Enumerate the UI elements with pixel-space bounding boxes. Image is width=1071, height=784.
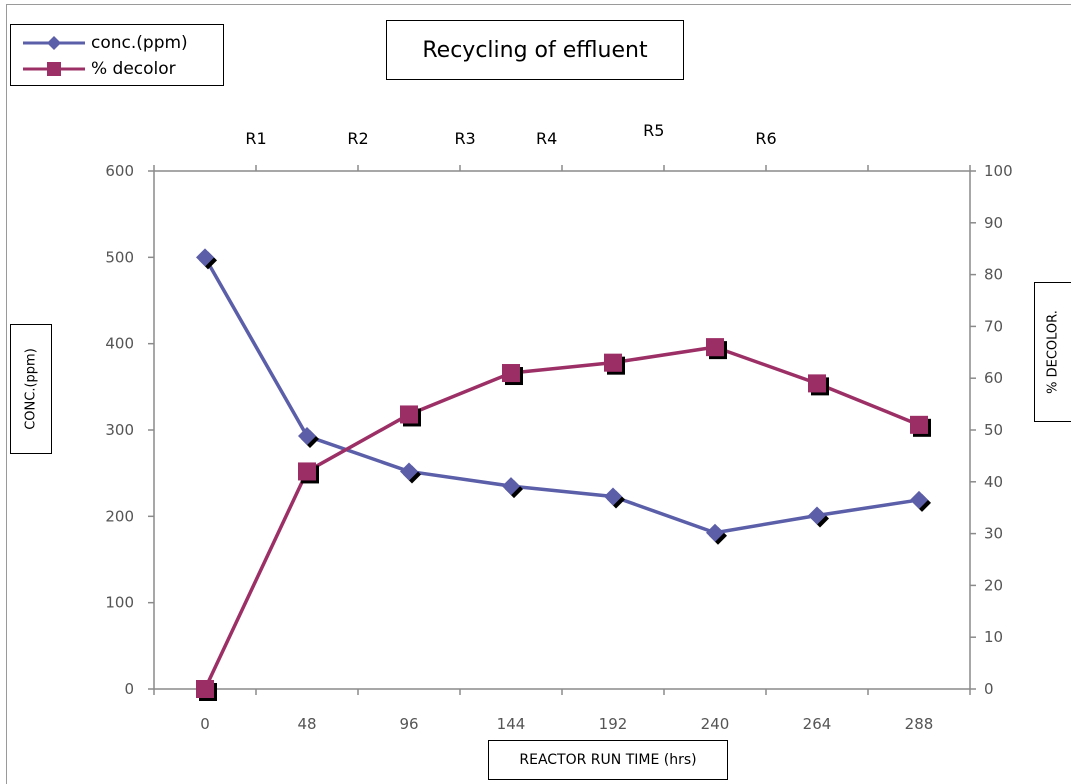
data-point-decolor bbox=[808, 374, 826, 393]
legend-diamond-marker-icon bbox=[23, 36, 85, 50]
x-tick-label: 0 bbox=[200, 715, 210, 733]
y-right-tick-label: 40 bbox=[984, 473, 1003, 491]
legend-square-marker-icon bbox=[23, 62, 85, 76]
run-label: R1 bbox=[245, 129, 266, 148]
y-axis-right-label-box: % DECOLOR. bbox=[1034, 282, 1071, 422]
data-point-conc bbox=[808, 506, 826, 525]
data-point-decolor bbox=[604, 353, 622, 372]
data-point-conc bbox=[604, 487, 622, 506]
y-right-tick-label: 0 bbox=[984, 680, 994, 698]
y-right-tick-label: 30 bbox=[984, 525, 1003, 543]
chart-title-box: Recycling of effluent bbox=[386, 20, 684, 80]
data-point-conc bbox=[298, 427, 316, 446]
x-tick-label: 48 bbox=[297, 715, 316, 733]
y-right-tick-label: 20 bbox=[984, 576, 1003, 594]
data-point-conc bbox=[910, 490, 928, 509]
series-line-conc bbox=[203, 256, 920, 535]
legend-label-conc: conc.(ppm) bbox=[91, 33, 188, 53]
y-left-tick-label: 0 bbox=[124, 680, 134, 698]
run-label: R6 bbox=[755, 129, 776, 148]
data-point-decolor bbox=[196, 680, 214, 698]
x-tick-label: 240 bbox=[701, 715, 730, 733]
legend-item-conc: conc.(ppm) bbox=[11, 31, 223, 57]
y-left-tick-label: 100 bbox=[105, 594, 134, 612]
y-right-tick-label: 10 bbox=[984, 628, 1003, 646]
y-right-tick-label: 80 bbox=[984, 266, 1003, 284]
data-point-conc bbox=[502, 477, 520, 496]
data-point-decolor bbox=[400, 405, 418, 424]
axis-ticks: 0 100 200 300 400 500 600 0 10 20 30 40 50 60 70 80 90 10… bbox=[105, 162, 1012, 733]
y-axis-left-label: CONC.(ppm) bbox=[23, 348, 39, 430]
x-tick-label: 96 bbox=[399, 715, 418, 733]
legend-label-decolor: % decolor bbox=[91, 59, 176, 79]
run-labels: R1 R2 R3 R4 R5 R6 bbox=[245, 121, 776, 148]
y-left-tick-label: 600 bbox=[105, 162, 134, 180]
x-tick-label: 192 bbox=[599, 715, 628, 733]
legend: conc.(ppm) % decolor bbox=[10, 24, 224, 86]
data-point-conc bbox=[400, 462, 418, 481]
run-label: R5 bbox=[643, 121, 664, 140]
legend-item-decolor: % decolor bbox=[11, 57, 223, 83]
chart-title: Recycling of effluent bbox=[422, 37, 648, 63]
data-point-decolor bbox=[502, 364, 520, 383]
y-axis-right-label: % DECOLOR. bbox=[1045, 310, 1061, 394]
y-right-tick-label: 100 bbox=[984, 162, 1013, 180]
run-label: R4 bbox=[536, 129, 557, 148]
y-right-tick-label: 60 bbox=[984, 369, 1003, 387]
series-layer bbox=[196, 248, 928, 698]
data-point-decolor bbox=[910, 415, 928, 434]
data-point-decolor bbox=[298, 462, 316, 481]
data-point-conc bbox=[196, 248, 214, 267]
x-tick-label: 144 bbox=[497, 715, 526, 733]
axes bbox=[153, 170, 971, 690]
chart-frame bbox=[6, 4, 1071, 784]
y-left-tick-label: 500 bbox=[105, 248, 134, 266]
y-right-tick-label: 90 bbox=[984, 214, 1003, 232]
data-point-conc bbox=[706, 523, 724, 542]
x-tick-label: 288 bbox=[905, 715, 934, 733]
y-right-tick-label: 50 bbox=[984, 421, 1003, 439]
x-axis-label-box: REACTOR RUN TIME (hrs) bbox=[488, 740, 728, 780]
run-label: R3 bbox=[454, 129, 475, 148]
y-axis-left-label-box: CONC.(ppm) bbox=[10, 324, 52, 454]
y-left-tick-label: 200 bbox=[105, 507, 134, 525]
x-tick-label: 264 bbox=[803, 715, 832, 733]
x-axis-label: REACTOR RUN TIME (hrs) bbox=[519, 752, 697, 768]
data-point-decolor bbox=[706, 338, 724, 357]
y-left-tick-label: 400 bbox=[105, 335, 134, 353]
y-left-tick-label: 300 bbox=[105, 421, 134, 439]
run-label: R2 bbox=[347, 129, 368, 148]
y-right-tick-label: 70 bbox=[984, 317, 1003, 335]
series-line-decolor bbox=[203, 345, 920, 690]
